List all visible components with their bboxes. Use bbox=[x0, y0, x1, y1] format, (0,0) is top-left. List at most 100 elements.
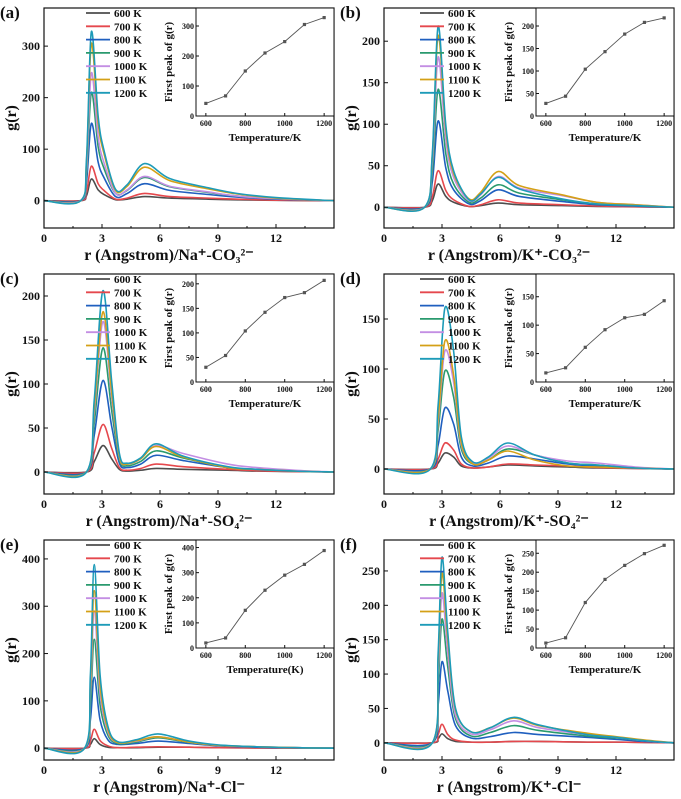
legend-label: 1200 K bbox=[114, 88, 148, 100]
legend-label: 1000 K bbox=[448, 61, 482, 73]
inset-frame bbox=[535, 7, 675, 117]
series-line-1200k bbox=[383, 25, 675, 212]
legend-label: 1100 K bbox=[114, 341, 147, 353]
y-tick-label: 100 bbox=[362, 117, 380, 131]
inset-x-tick-label: 1200 bbox=[656, 651, 672, 660]
panel-label: (f) bbox=[340, 535, 357, 554]
inset-y-tick-label: 0 bbox=[530, 378, 534, 387]
legend-label: 1100 K bbox=[448, 341, 481, 353]
legend-label: 700 K bbox=[114, 553, 142, 565]
y-tick-label: 0 bbox=[374, 462, 380, 476]
panel-c: (c) 0 3 6 9 12 0 50 100 150 200 r (Angstrom)/Na⁺-SO… bbox=[0, 266, 340, 532]
x-tick-label: 6 bbox=[157, 497, 163, 511]
inset-point bbox=[642, 312, 647, 316]
y-tick-label: 100 bbox=[22, 142, 40, 156]
inset-point bbox=[283, 573, 287, 577]
x-tick-label: 3 bbox=[439, 497, 445, 511]
legend-label: 1200 K bbox=[448, 88, 482, 100]
inset-x-axis-label: Temperature/K bbox=[569, 132, 642, 144]
x-tick-label: 6 bbox=[497, 231, 503, 245]
y-tick-label: 100 bbox=[22, 377, 40, 391]
inset-x-tick-label: 800 bbox=[239, 651, 251, 660]
x-axis-label: r (Angstrom)/Na⁺-CO₃²⁻ bbox=[84, 247, 253, 264]
chart-d: (d) 0 3 6 9 12 0 50 100 150 r (Angstrom)/K⁺-SO₄²⁻ g… bbox=[340, 269, 675, 530]
series-line-700k bbox=[383, 169, 675, 209]
x-tick-label: 6 bbox=[497, 763, 503, 777]
x-tick-label: 3 bbox=[99, 231, 105, 245]
x-axis-label: r (Angstrom)/Na⁺-SO₄²⁻ bbox=[86, 513, 253, 530]
legend-label: 800 K bbox=[114, 567, 142, 579]
legend-label: 900 K bbox=[114, 48, 142, 60]
inset-y-axis-label: First peak of g(r) bbox=[163, 287, 175, 368]
inset-x-axis-label: Temperature/K bbox=[569, 398, 642, 410]
inset-x-tick-label: 1000 bbox=[617, 651, 633, 660]
inset-x-tick-label: 600 bbox=[540, 119, 552, 128]
inset-y-tick-label: 100 bbox=[522, 321, 534, 330]
inset-y-tick-label: 0 bbox=[530, 112, 534, 121]
x-tick-label: 0 bbox=[381, 763, 387, 777]
inset-point bbox=[204, 101, 208, 105]
legend-label: 1200 K bbox=[114, 620, 148, 632]
inset-point bbox=[322, 548, 326, 553]
panel-a: (a) 0 3 6 9 12 0 100 200 300 r (Angstrom)/Na⁺-CO₃²… bbox=[0, 0, 340, 266]
x-tick-label: 0 bbox=[381, 497, 387, 511]
x-tick-label: 12 bbox=[270, 763, 282, 777]
inset-x-axis-label: Temperature/K bbox=[569, 664, 642, 676]
inset-y-tick-label: 0 bbox=[190, 112, 194, 121]
legend-label: 600 K bbox=[448, 8, 476, 20]
inset-point bbox=[204, 641, 208, 645]
legend-label: 800 K bbox=[448, 301, 476, 313]
inset-y-axis-label: First peak of g(r) bbox=[163, 553, 175, 634]
series-line-1100k bbox=[383, 338, 675, 474]
inset-y-tick-label: 200 bbox=[522, 568, 534, 577]
x-tick-label: 12 bbox=[270, 497, 282, 511]
y-tick-label: 250 bbox=[362, 564, 380, 578]
x-axis-label: r (Angstrom)/K⁺-SO₄²⁻ bbox=[429, 513, 589, 530]
chart-e: (e) 0 3 6 9 12 0 100 200 300 400 r (Angstrom)/Na⁺-C… bbox=[0, 535, 335, 796]
inset-point bbox=[302, 562, 307, 566]
inset-x-tick-label: 1000 bbox=[617, 385, 633, 394]
series-group bbox=[383, 556, 675, 751]
inset-y-tick-label: 200 bbox=[182, 280, 194, 289]
panel-label: (b) bbox=[340, 3, 361, 22]
inset-point bbox=[283, 40, 287, 44]
y-axis-label: g(r) bbox=[343, 105, 360, 131]
legend-label: 800 K bbox=[448, 567, 476, 579]
x-tick-label: 9 bbox=[215, 763, 221, 777]
inset-x-tick-label: 800 bbox=[239, 119, 251, 128]
series-group bbox=[43, 289, 335, 479]
legend-label: 600 K bbox=[448, 540, 476, 552]
legend-label: 700 K bbox=[114, 21, 142, 33]
inset-point bbox=[322, 16, 326, 20]
inset-y-tick-label: 200 bbox=[182, 594, 194, 603]
legend-label: 900 K bbox=[448, 314, 476, 326]
x-tick-label: 0 bbox=[41, 497, 47, 511]
legend-label: 1000 K bbox=[448, 593, 482, 605]
legend-label: 700 K bbox=[448, 21, 476, 33]
inset-y-axis-label: First peak of g(r) bbox=[503, 287, 515, 368]
inset-point bbox=[302, 22, 307, 27]
y-tick-label: 150 bbox=[22, 333, 40, 347]
legend-label: 1100 K bbox=[114, 607, 147, 619]
inset-y-tick-label: 0 bbox=[190, 644, 194, 653]
inset-y-tick-label: 150 bbox=[522, 587, 534, 596]
inset-point bbox=[544, 641, 548, 645]
x-tick-label: 12 bbox=[270, 231, 282, 245]
inset-x-tick-label: 1200 bbox=[656, 119, 672, 128]
inset-point bbox=[263, 310, 267, 314]
series-group bbox=[43, 30, 335, 205]
panel-d: (d) 0 3 6 9 12 0 50 100 150 r (Angstrom)/K⁺-SO₄²⁻ g… bbox=[340, 266, 680, 532]
y-tick-label: 150 bbox=[362, 312, 380, 326]
legend-label: 600 K bbox=[114, 8, 142, 20]
legend-label: 1000 K bbox=[114, 593, 148, 605]
series-line-1200k bbox=[43, 289, 335, 479]
series-line-1200k bbox=[383, 556, 675, 751]
inset-point bbox=[603, 577, 607, 582]
inset-y-tick-label: 250 bbox=[522, 549, 534, 558]
series-line-700k bbox=[383, 723, 675, 745]
legend-label: 700 K bbox=[114, 287, 142, 299]
x-tick-label: 9 bbox=[215, 497, 221, 511]
inset-point bbox=[563, 94, 568, 98]
inset-y-tick-label: 100 bbox=[522, 606, 534, 615]
